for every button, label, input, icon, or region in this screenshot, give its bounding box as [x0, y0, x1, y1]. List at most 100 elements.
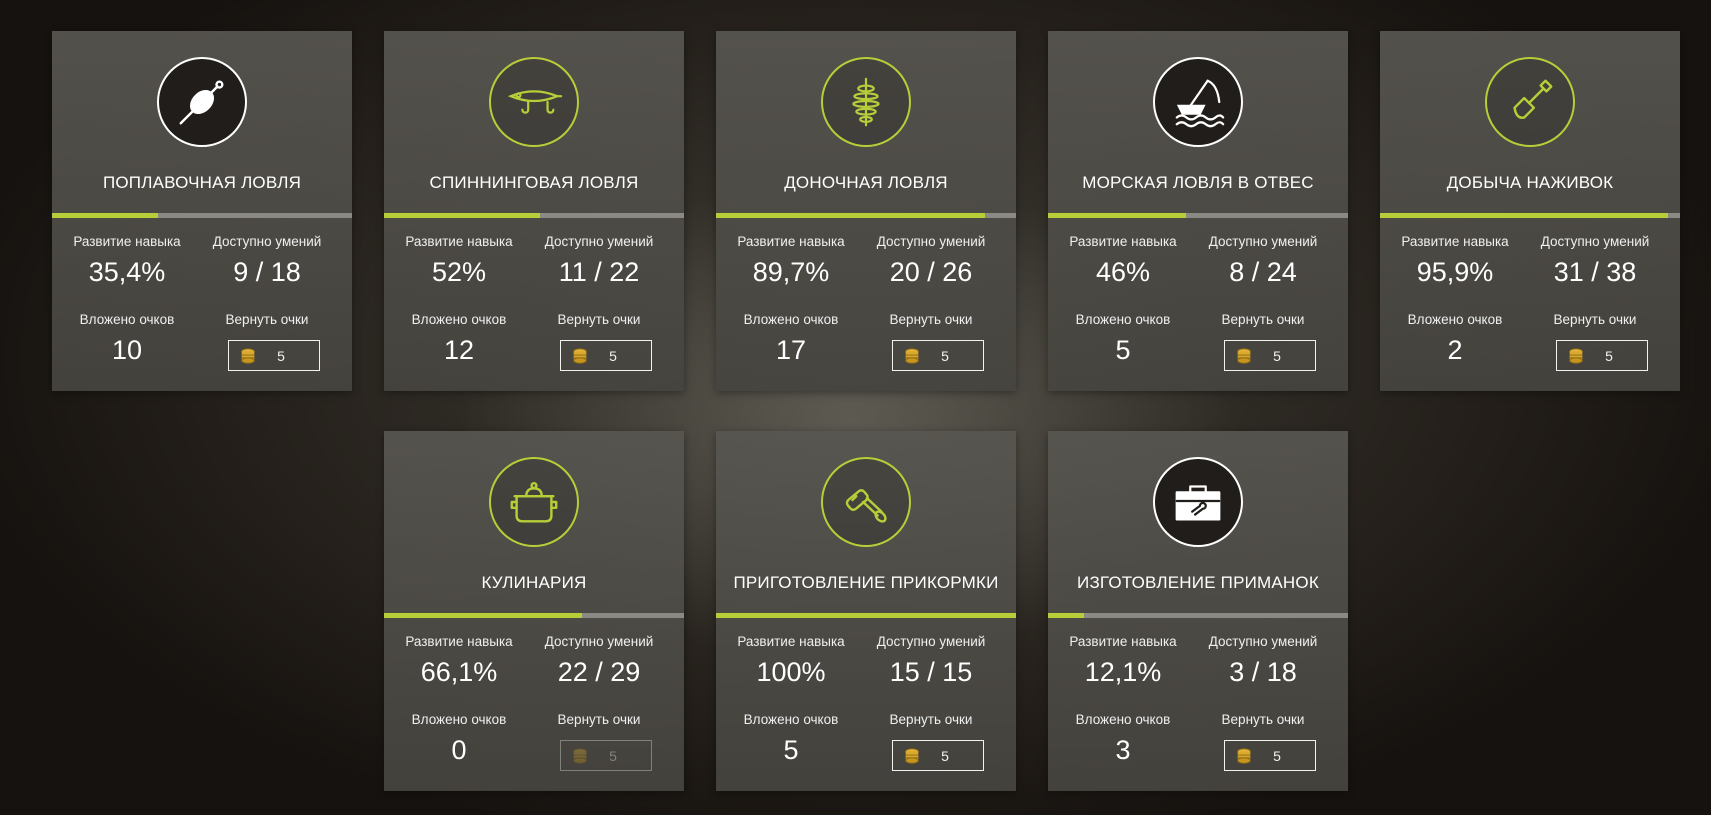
- invested-label: Вложено очков: [1075, 712, 1171, 727]
- refund-cost: 5: [609, 347, 617, 364]
- skill-label: Развитие навыка: [1069, 234, 1177, 249]
- available-label: Доступно умений: [876, 234, 986, 249]
- refund-label: Вернуть очки: [557, 312, 641, 327]
- available-label: Доступно умений: [544, 234, 654, 249]
- skill-label: Развитие навыка: [73, 234, 181, 249]
- refund-button[interactable]: 5: [560, 340, 652, 371]
- invested-label: Вложено очков: [743, 312, 839, 327]
- skill-card-bottom-fishing[interactable]: ДОНОЧНАЯ ЛОВЛЯ Развитие навыка Доступно …: [716, 31, 1016, 391]
- refund-cost: 5: [609, 747, 617, 764]
- skill-value: 100%: [756, 657, 826, 687]
- skill-card-float-fishing[interactable]: ПОПЛАВОЧНАЯ ЛОВЛЯ Развитие навыка Доступ…: [52, 31, 352, 391]
- invested-label: Вложено очков: [411, 712, 507, 727]
- skill-card-cooking[interactable]: КУЛИНАРИЯ Развитие навыка Доступно умени…: [384, 431, 684, 791]
- skill-progress-bar: [716, 613, 1016, 618]
- available-label: Доступно умений: [1540, 234, 1650, 249]
- card-title: МОРСКАЯ ЛОВЛЯ В ОТВЕС: [1082, 173, 1314, 192]
- skill-label: Развитие навыка: [1069, 634, 1177, 649]
- skill-label: Развитие навыка: [405, 234, 513, 249]
- coin-stack-icon: [1237, 747, 1251, 764]
- invested-value: 12: [443, 335, 475, 365]
- skill-progress-bar: [1048, 213, 1348, 218]
- feeder-spring-icon: [821, 57, 911, 147]
- card-title: СПИННИНГОВАЯ ЛОВЛЯ: [429, 173, 639, 192]
- refund-button[interactable]: 5: [1556, 340, 1648, 371]
- available-value: 3 / 18: [1229, 657, 1297, 687]
- skill-progress-bar: [1380, 213, 1680, 218]
- skill-value: 52%: [431, 257, 487, 287]
- invested-label: Вложено очков: [743, 712, 839, 727]
- skill-value: 12,1%: [1084, 657, 1162, 687]
- shovel-icon: [1485, 57, 1575, 147]
- available-value: 9 / 18: [233, 257, 301, 287]
- card-title: ДОБЫЧА НАЖИВОК: [1446, 173, 1614, 192]
- refund-cost: 5: [941, 347, 949, 364]
- card-title: КУЛИНАРИЯ: [481, 573, 587, 592]
- invested-value: 17: [775, 335, 807, 365]
- skill-card-lure-making[interactable]: ИЗГОТОВЛЕНИЕ ПРИМАНОК Развитие навыка До…: [1048, 431, 1348, 791]
- coin-stack-icon: [1237, 347, 1251, 364]
- spinning-lure-icon: [489, 57, 579, 147]
- available-value: 31 / 38: [1553, 257, 1637, 287]
- toolbox-icon: [1153, 457, 1243, 547]
- refund-button-disabled: 5: [560, 740, 652, 771]
- coin-stack-icon: [241, 347, 255, 364]
- skill-card-groundbait[interactable]: ПРИГОТОВЛЕНИЕ ПРИКОРМКИ Развитие навыка …: [716, 431, 1016, 791]
- invested-label: Вложено очков: [1075, 312, 1171, 327]
- skill-card-sea-fishing[interactable]: МОРСКАЯ ЛОВЛЯ В ОТВЕС Развитие навыка До…: [1048, 31, 1348, 391]
- skill-progress-bar: [716, 213, 1016, 218]
- skill-label: Развитие навыка: [405, 634, 513, 649]
- skill-progress-bar: [52, 213, 352, 218]
- refund-label: Вернуть очки: [1221, 712, 1305, 727]
- refund-label: Вернуть очки: [557, 712, 641, 727]
- refund-cost: 5: [1273, 347, 1281, 364]
- hand-mixer-icon: [821, 457, 911, 547]
- coin-stack-icon: [1569, 347, 1583, 364]
- skill-value: 95,9%: [1416, 257, 1494, 287]
- card-title: ИЗГОТОВЛЕНИЕ ПРИМАНОК: [1077, 573, 1319, 592]
- refund-label: Вернуть очки: [1221, 312, 1305, 327]
- available-value: 20 / 26: [889, 257, 973, 287]
- card-title: ПОПЛАВОЧНАЯ ЛОВЛЯ: [102, 173, 302, 192]
- card-title: ПРИГОТОВЛЕНИЕ ПРИКОРМКИ: [733, 573, 999, 592]
- coin-stack-icon: [905, 347, 919, 364]
- refund-button[interactable]: 5: [892, 340, 984, 371]
- skill-progress-bar: [384, 613, 684, 618]
- skill-progress-bar: [384, 213, 684, 218]
- skill-value: 66,1%: [420, 657, 498, 687]
- invested-label: Вложено очков: [79, 312, 175, 327]
- refund-label: Вернуть очки: [1553, 312, 1637, 327]
- refund-cost: 5: [1605, 347, 1613, 364]
- refund-label: Вернуть очки: [225, 312, 309, 327]
- invested-value: 0: [451, 735, 467, 765]
- invested-value: 10: [111, 335, 143, 365]
- available-label: Доступно умений: [1208, 234, 1318, 249]
- refund-button[interactable]: 5: [228, 340, 320, 371]
- coin-stack-icon: [573, 747, 587, 764]
- invested-value: 3: [1115, 735, 1131, 765]
- available-label: Доступно умений: [212, 234, 322, 249]
- skill-label: Развитие навыка: [1401, 234, 1509, 249]
- coin-stack-icon: [573, 347, 587, 364]
- refund-button[interactable]: 5: [1224, 740, 1316, 771]
- skill-progress-bar: [1048, 613, 1348, 618]
- card-title: ДОНОЧНАЯ ЛОВЛЯ: [784, 173, 948, 192]
- invested-value: 2: [1447, 335, 1463, 365]
- skill-label: Развитие навыка: [737, 634, 845, 649]
- invested-value: 5: [1115, 335, 1131, 365]
- refund-cost: 5: [1273, 747, 1281, 764]
- cooking-pot-icon: [489, 457, 579, 547]
- sea-fishing-boat-icon: [1153, 57, 1243, 147]
- refund-cost: 5: [277, 347, 285, 364]
- skill-value: 46%: [1095, 257, 1151, 287]
- available-value: 15 / 15: [889, 657, 973, 687]
- refund-button[interactable]: 5: [892, 740, 984, 771]
- invested-label: Вложено очков: [1407, 312, 1503, 327]
- refund-button[interactable]: 5: [1224, 340, 1316, 371]
- refund-label: Вернуть очки: [889, 712, 973, 727]
- float-bobber-icon: [157, 57, 247, 147]
- skill-card-bait-digging[interactable]: ДОБЫЧА НАЖИВОК Развитие навыка Доступно …: [1380, 31, 1680, 391]
- skill-card-spinning[interactable]: СПИННИНГОВАЯ ЛОВЛЯ Развитие навыка Досту…: [384, 31, 684, 391]
- available-label: Доступно умений: [876, 634, 986, 649]
- skill-value: 35,4%: [88, 257, 166, 287]
